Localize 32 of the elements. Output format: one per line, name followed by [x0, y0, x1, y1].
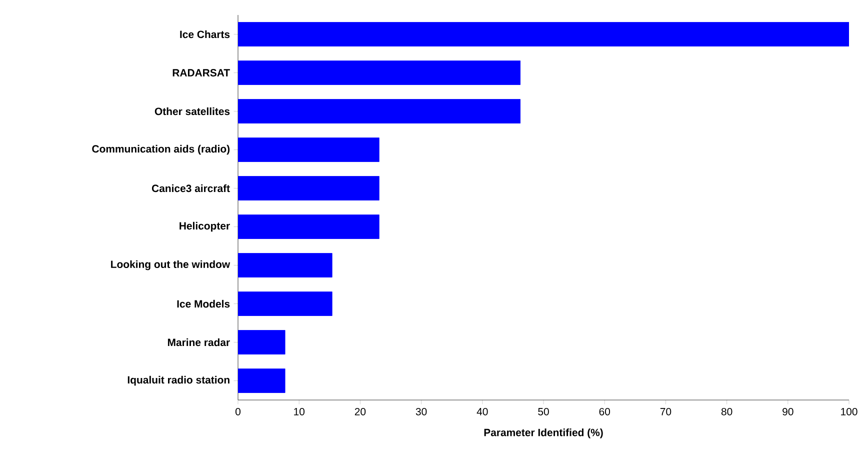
x-tick-label: 10 — [294, 408, 305, 416]
bar — [238, 214, 380, 239]
x-tick-label: 40 — [476, 408, 488, 416]
x-tick-label: 0 — [236, 408, 240, 416]
y-tick-label: Communication aids (radio) — [92, 144, 230, 155]
x-tick-label: 50 — [538, 408, 549, 416]
x-tick-label: 100 — [841, 408, 858, 416]
x-axis-title: Parameter Identified (%) — [484, 428, 603, 438]
bar — [238, 60, 520, 85]
bar — [238, 292, 332, 316]
x-tick-label: 20 — [354, 408, 366, 416]
bar — [238, 138, 380, 162]
y-tick-label: Ice Charts — [180, 30, 230, 38]
x-tick-label: 90 — [782, 408, 794, 416]
x-tick-label: 80 — [721, 408, 732, 416]
bar — [238, 330, 286, 354]
bar — [238, 176, 380, 200]
bar — [238, 99, 520, 124]
y-tick-label: RADARSAT — [172, 69, 230, 76]
bar — [238, 253, 332, 278]
bar — [238, 368, 286, 393]
y-tick-label: Canice3 aircraft — [152, 184, 230, 192]
x-tick-label: 70 — [660, 408, 672, 416]
y-tick-label: Marine radar — [168, 338, 230, 346]
y-tick-label: Helicopter — [180, 222, 230, 232]
y-tick-label: Looking out the window — [111, 260, 230, 270]
bar — [238, 22, 850, 46]
y-tick-label: Iqualuit radio station — [128, 376, 230, 386]
y-tick-label: Ice Models — [177, 300, 230, 308]
x-tick-label: 30 — [416, 408, 427, 416]
y-tick-label: Other satellites — [154, 107, 230, 116]
x-tick-label: 60 — [599, 408, 610, 416]
